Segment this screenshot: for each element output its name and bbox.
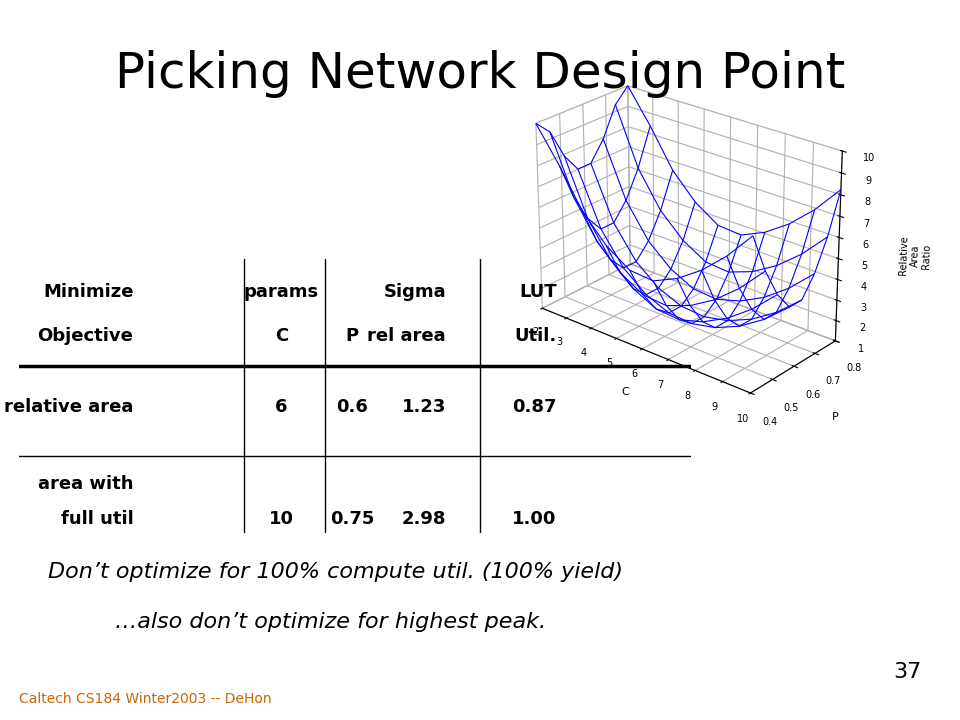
Text: full util: full util (60, 510, 133, 528)
Text: 10: 10 (269, 510, 294, 528)
Text: Util.: Util. (515, 327, 557, 345)
Text: 0.75: 0.75 (329, 510, 374, 528)
Y-axis label: P: P (831, 412, 838, 422)
Text: 1.23: 1.23 (401, 398, 445, 416)
Text: 6: 6 (275, 398, 288, 416)
Text: Caltech CS184 Winter2003 -- DeHon: Caltech CS184 Winter2003 -- DeHon (19, 692, 272, 706)
Text: Don’t optimize for 100% compute util. (100% yield): Don’t optimize for 100% compute util. (1… (48, 562, 623, 582)
Text: rel area: rel area (368, 327, 445, 345)
Text: relative area: relative area (4, 398, 133, 416)
Text: 1.00: 1.00 (513, 510, 557, 528)
Text: Objective: Objective (37, 327, 133, 345)
Text: LUT: LUT (519, 283, 557, 301)
Text: Minimize: Minimize (43, 283, 133, 301)
Text: C: C (275, 327, 288, 345)
Text: 2.98: 2.98 (401, 510, 445, 528)
Text: 37: 37 (893, 662, 921, 683)
Text: area with: area with (38, 474, 133, 492)
Text: …also don’t optimize for highest peak.: …also don’t optimize for highest peak. (115, 612, 546, 632)
Text: Sigma: Sigma (383, 283, 445, 301)
Text: params: params (244, 283, 319, 301)
Text: Picking Network Design Point: Picking Network Design Point (115, 50, 845, 99)
Text: P: P (346, 327, 358, 345)
X-axis label: C: C (622, 387, 630, 397)
Text: 0.87: 0.87 (513, 398, 557, 416)
Text: 0.6: 0.6 (336, 398, 368, 416)
